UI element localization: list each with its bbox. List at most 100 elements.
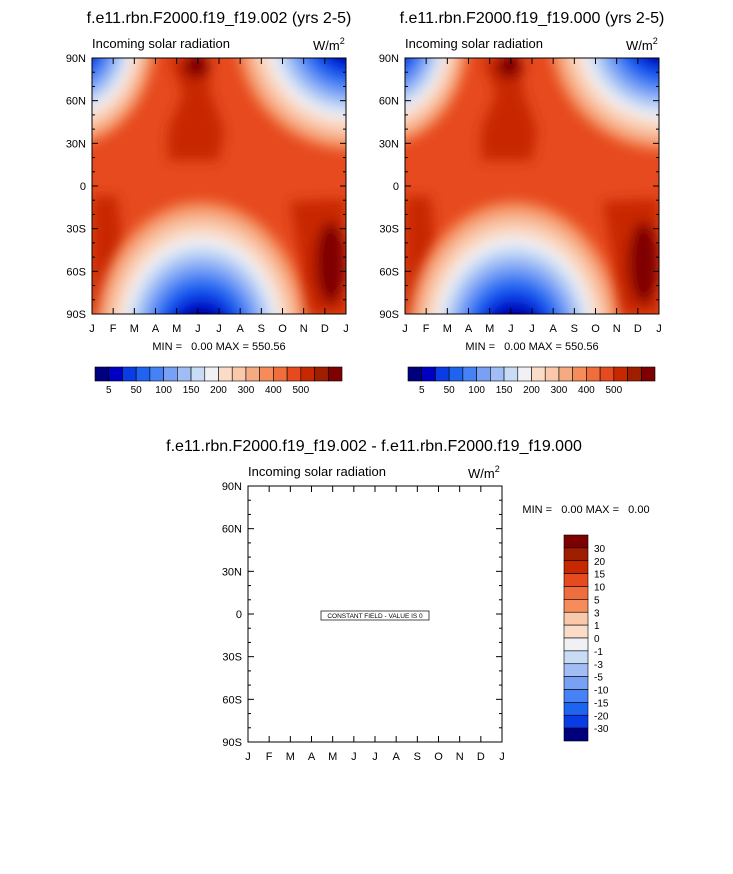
- panel-1-colorbar: 5 50 100 150 200 300 400 500: [94, 366, 343, 396]
- colorbar-box: [563, 599, 589, 613]
- colorbar-label: 150: [183, 385, 200, 396]
- field-nh-winter-left: [405, 58, 467, 142]
- x-tick-label: A: [152, 323, 160, 335]
- colorbar-label: 1: [594, 621, 600, 632]
- colorbar-label: 50: [131, 385, 143, 396]
- x-tick-label: A: [465, 323, 473, 335]
- colorbar-box: [94, 366, 110, 382]
- colorbar-label: 15: [594, 570, 606, 581]
- x-tick-label: O: [591, 323, 600, 335]
- panel-3-title: f.e11.rbn.F2000.f19_f19.002 - f.e11.rbn.…: [166, 438, 582, 455]
- panel-3: f.e11.rbn.F2000.f19_f19.002 - f.e11.rbn.…: [166, 438, 649, 763]
- y-tick-label: 60S: [66, 266, 86, 278]
- colorbar-label: 300: [238, 385, 255, 396]
- colorbar-label: 300: [551, 385, 568, 396]
- x-tick-label: N: [456, 751, 464, 763]
- colorbar-box: [563, 534, 589, 549]
- colorbar-box: [407, 366, 423, 382]
- field-sp-peak: [628, 221, 659, 304]
- y-tick-label: 0: [80, 181, 86, 193]
- colorbar-box: [476, 366, 491, 382]
- colorbar-label: 150: [496, 385, 513, 396]
- x-tick-label: D: [321, 323, 329, 335]
- y-tick-label: 60N: [66, 96, 86, 108]
- x-tick-label: J: [343, 323, 349, 335]
- colorbar-label: 400: [578, 385, 595, 396]
- x-tick-label: A: [549, 323, 557, 335]
- colorbar-box: [218, 366, 233, 382]
- colorbar-box: [300, 366, 315, 382]
- field-sh-winter: [95, 201, 307, 314]
- colorbar-label: 200: [210, 385, 227, 396]
- colorbar-box: [613, 366, 628, 382]
- colorbar-label: 5: [106, 385, 112, 396]
- colorbar-box: [563, 624, 589, 639]
- x-tick-label: J: [195, 323, 201, 335]
- panel-1-stats: MIN = 0.00 MAX = 550.56: [152, 341, 285, 353]
- colorbar-label: 5: [419, 385, 425, 396]
- x-tick-label: J: [402, 323, 408, 335]
- x-tick-label: J: [508, 323, 514, 335]
- x-tick-label: M: [443, 323, 452, 335]
- colorbar-box: [640, 366, 656, 382]
- colorbar-label: -3: [594, 660, 603, 671]
- panel-2-units: W/m2: [626, 36, 658, 53]
- panel-2-title: f.e11.rbn.F2000.f19_f19.000 (yrs 2-5): [400, 10, 665, 27]
- x-tick-label: D: [477, 751, 485, 763]
- y-tick-label: 90S: [222, 737, 242, 749]
- y-tick-label: 90S: [66, 309, 86, 321]
- panel-1-subtitle: Incoming solar radiation: [92, 36, 230, 51]
- x-tick-label: J: [351, 751, 357, 763]
- colorbar-box: [259, 366, 274, 382]
- y-tick-label: 30N: [222, 566, 242, 578]
- colorbar-label: 30: [594, 544, 606, 555]
- colorbar-box: [544, 366, 560, 382]
- colorbar-box: [122, 366, 137, 382]
- field-nh-winter-left: [92, 58, 154, 142]
- colorbar-label: 400: [265, 385, 282, 396]
- y-tick-label: 60S: [222, 694, 242, 706]
- colorbar-box: [327, 366, 343, 382]
- field-nh-summer-high: [168, 58, 225, 161]
- colorbar-label: 0: [594, 634, 600, 645]
- x-tick-label: J: [89, 323, 95, 335]
- colorbar-box: [490, 366, 505, 382]
- colorbar-box: [531, 366, 546, 382]
- colorbar-box: [314, 366, 329, 382]
- colorbar-box: [149, 366, 164, 382]
- x-tick-label: S: [571, 323, 578, 335]
- panel-3-units: W/m2: [468, 464, 500, 481]
- colorbar-box: [563, 689, 589, 703]
- x-tick-label: J: [499, 751, 505, 763]
- x-tick-label: N: [300, 323, 308, 335]
- x-tick-label: A: [236, 323, 244, 335]
- field-nh-winter-right: [238, 58, 346, 151]
- field-nh-winter-right: [551, 58, 659, 151]
- colorbar-box: [563, 650, 589, 665]
- colorbar-label: -20: [594, 711, 609, 722]
- colorbar-box: [563, 727, 589, 742]
- x-tick-label: S: [258, 323, 265, 335]
- colorbar-box: [231, 366, 247, 382]
- y-tick-label: 30N: [66, 138, 86, 150]
- field-nh-summer-high: [481, 58, 538, 161]
- colorbar-label: 500: [292, 385, 309, 396]
- x-tick-label: F: [266, 751, 273, 763]
- colorbar-box: [558, 366, 573, 382]
- colorbar-label: -15: [594, 698, 609, 709]
- colorbar-box: [435, 366, 450, 382]
- panel-1: f.e11.rbn.F2000.f19_f19.002 (yrs 2-5) In…: [66, 10, 352, 396]
- colorbar-box: [563, 702, 589, 716]
- panel-1-title: f.e11.rbn.F2000.f19_f19.002 (yrs 2-5): [87, 10, 352, 27]
- colorbar-box: [563, 547, 589, 562]
- colorbar-box: [286, 366, 302, 382]
- panel-2-stats: MIN = 0.00 MAX = 550.56: [465, 341, 598, 353]
- colorbar-box: [586, 366, 601, 382]
- x-tick-label: S: [414, 751, 421, 763]
- x-tick-label: A: [392, 751, 400, 763]
- x-tick-label: O: [278, 323, 287, 335]
